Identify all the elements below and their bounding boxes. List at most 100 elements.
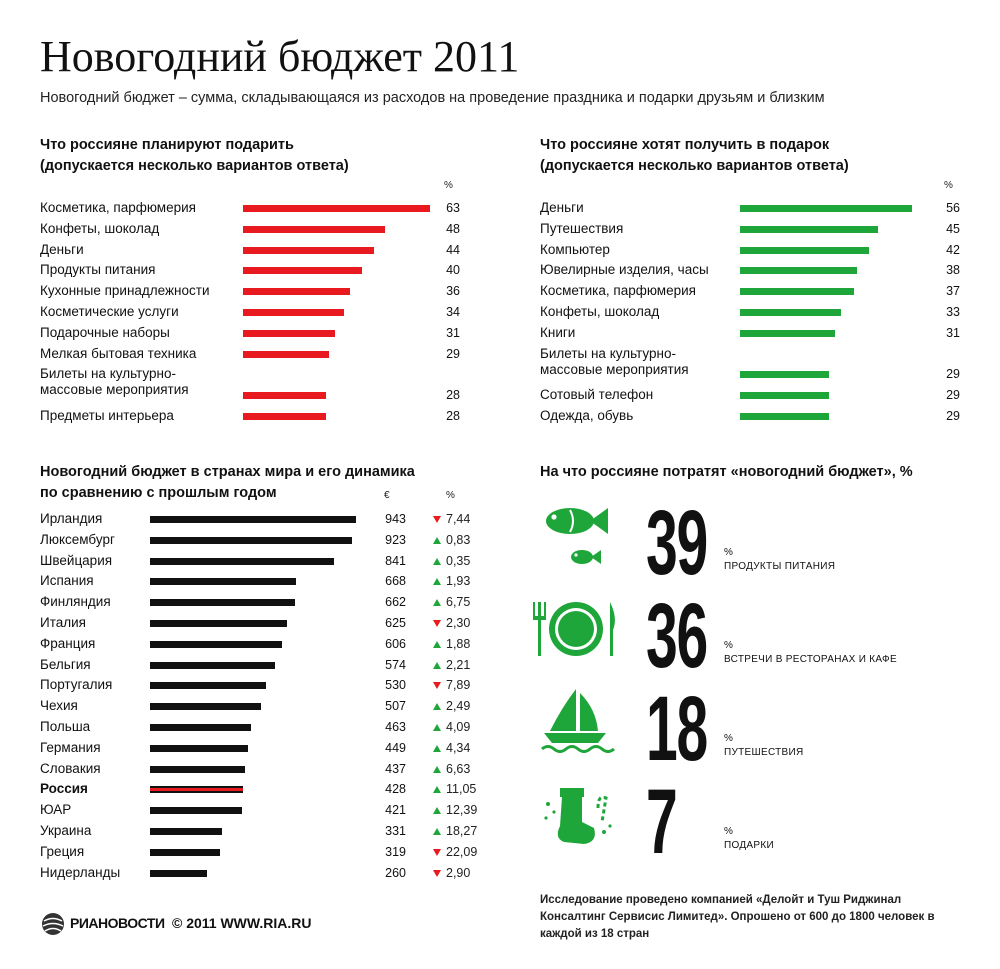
row-label-line: Одежда, обувь [540, 408, 634, 423]
row-label: Кухонные принадлежности [40, 283, 210, 299]
country-label: Финляндия [40, 594, 111, 610]
spending-percent: % [724, 826, 733, 837]
arrow-down-icon [433, 516, 441, 523]
bar [150, 599, 295, 607]
arrow-up-icon [433, 828, 441, 835]
country-label: Польша [40, 719, 91, 734]
country-label: Италия [40, 615, 86, 630]
row-label-line: массовые мероприятия [40, 382, 189, 398]
country-label: Чехия [40, 698, 78, 714]
bar [740, 413, 830, 420]
row-label-line: Билеты на культурно- [540, 345, 676, 361]
country-value: 662 [385, 595, 406, 610]
bar [150, 516, 356, 523]
logo-copyright: © 2011 WWW.RIA.RU [172, 915, 312, 931]
bar [243, 205, 430, 212]
spending-label: Встречи в ресторанах и кафе [724, 654, 897, 665]
row-label-line: Косметические услуги [40, 304, 179, 319]
christmas-stocking-icon [544, 788, 612, 844]
bar [150, 765, 246, 773]
countries-unit-euro: € [384, 490, 390, 501]
spending-value: 36 [646, 585, 708, 687]
country-change: 18,27 [446, 824, 478, 838]
bar [150, 786, 244, 794]
country-value: 530 [385, 678, 406, 693]
country-label: Португалия [40, 677, 113, 693]
country-value: 606 [385, 636, 406, 651]
bar [740, 225, 879, 233]
sailboat-icon [541, 689, 615, 753]
page-subtitle: Новогодний бюджет – сумма, складывающаяс… [40, 90, 825, 106]
row-label-line: Косметика, парфюмерия [540, 283, 696, 299]
country-value: 507 [385, 699, 406, 714]
bar-value: 45 [946, 221, 960, 236]
country-value: 260 [385, 865, 406, 880]
country-change: 1,93 [446, 574, 471, 589]
row-label: Конфеты, шоколад [540, 304, 659, 320]
country-change: 2,30 [446, 616, 471, 630]
row-label-line: массовые мероприятия [540, 361, 689, 377]
bar-value: 33 [946, 305, 960, 319]
gifts-wanted-unit: % [944, 180, 953, 191]
bar [740, 371, 830, 379]
country-label: Люксембург [40, 531, 115, 547]
spending-label: Подарки [724, 840, 774, 851]
country-label: Ирландия [40, 511, 103, 526]
bar-value: 44 [446, 242, 460, 257]
country-label: Украина [40, 823, 92, 838]
country-label: Германия [40, 739, 101, 755]
row-label-line: Предметы интерьера [40, 408, 174, 423]
bar [150, 682, 266, 690]
gifts-planned-unit: % [444, 180, 453, 191]
country-label: Греция [40, 843, 85, 859]
row-label-line: Деньги [40, 241, 84, 257]
bar [150, 869, 207, 877]
country-label: Бельгия [40, 656, 91, 672]
row-label-line: Ювелирные изделия, часы [540, 262, 709, 278]
bar [243, 413, 327, 420]
country-value: 428 [385, 782, 406, 797]
gifts-wanted-title: Что россияне хотят получить в подарок (д… [540, 137, 849, 174]
country-change: 0,83 [446, 532, 471, 547]
country-change: 4,34 [446, 740, 471, 755]
bar [740, 267, 857, 275]
country-label: Франция [40, 635, 96, 651]
bar-value: 29 [946, 367, 960, 382]
countries-unit-percent: % [446, 490, 455, 501]
row-label: Билеты на культурно-массовые мероприятия [40, 366, 189, 398]
row-label: Деньги [40, 242, 84, 258]
country-change: 2,21 [446, 657, 471, 672]
country-label: Россия [40, 781, 88, 797]
bar [243, 267, 362, 275]
row-label-line: Сотовый телефон [540, 387, 654, 403]
bar-value: 29 [446, 346, 460, 361]
footnote: Исследование проведено компанией «Делойт… [540, 894, 935, 940]
country-change: 4,09 [446, 720, 471, 734]
country-change: 1,88 [446, 636, 471, 651]
row-label-line: Билеты на культурно- [40, 366, 176, 382]
bar-value: 36 [446, 284, 460, 299]
bar [150, 640, 283, 648]
arrow-up-icon [433, 765, 441, 773]
fish-icon [546, 508, 608, 564]
row-label: Предметы интерьера [40, 408, 174, 424]
country-value: 841 [385, 553, 406, 568]
arrow-down-icon [433, 869, 441, 877]
country-change: 7,44 [446, 512, 471, 526]
row-label-line: Книги [540, 324, 576, 340]
row-label-line: Продукты питания [40, 262, 156, 278]
row-label-line: Кухонные принадлежности [40, 283, 210, 299]
row-label: Деньги [540, 200, 584, 216]
bar [150, 828, 223, 835]
row-label-line: Конфеты, шоколад [40, 220, 160, 236]
country-label: ЮАР [40, 802, 72, 818]
row-label: Косметические услуги [40, 304, 179, 320]
country-change: 11,05 [446, 782, 477, 797]
bar [243, 329, 336, 337]
plate-cutlery-icon [533, 602, 615, 656]
country-value: 437 [385, 761, 406, 776]
row-label-line: Путешествия [540, 220, 624, 236]
row-label: Компьютер [540, 242, 610, 258]
bar-value: 40 [446, 263, 460, 278]
bar [150, 620, 287, 627]
